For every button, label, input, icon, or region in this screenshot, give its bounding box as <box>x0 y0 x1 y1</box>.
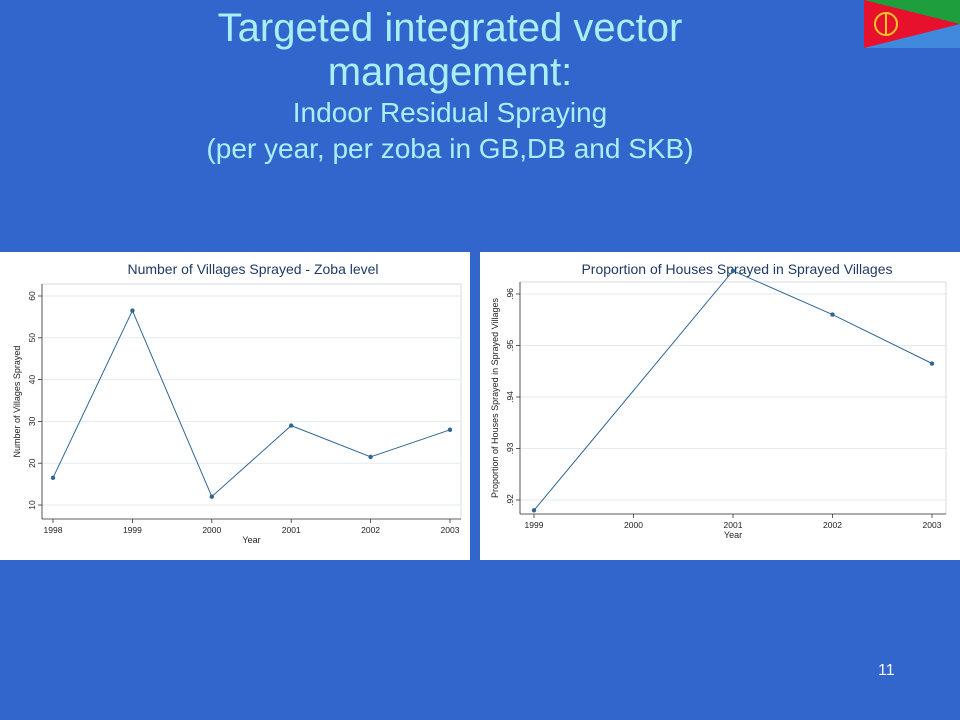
x-tick-label-2001: 2001 <box>724 520 743 530</box>
x-tick-label-2000: 2000 <box>202 525 221 535</box>
data-point-2001 <box>289 423 294 428</box>
y-tick-label-10: 10 <box>27 500 37 510</box>
data-point-2003 <box>929 361 935 366</box>
y-tick-label-.92: .92 <box>505 494 515 506</box>
slide-title-block: Targeted integrated vector management: I… <box>60 6 840 166</box>
slide-title-line-2: management: <box>327 50 573 94</box>
slide-subtitle-line-1: Indoor Residual Spraying <box>292 97 608 128</box>
data-point-2002 <box>368 454 373 460</box>
y-tick-label-.96: .96 <box>505 288 515 300</box>
x-tick-label-2003: 2003 <box>441 525 460 535</box>
data-point-2001 <box>730 268 736 274</box>
series-line-1 <box>533 270 933 511</box>
data-point-2002 <box>830 312 835 317</box>
data-point-2000 <box>209 494 214 499</box>
x-axis-title: Year <box>242 535 260 545</box>
houses-proportion-chart: Proportion of Houses Sprayed in Sprayed … <box>490 261 947 540</box>
y-tick-label-20: 20 <box>27 458 37 468</box>
chart-title: Proportion of Houses Sprayed in Sprayed … <box>581 261 892 277</box>
x-tick-label-1999: 1999 <box>123 525 142 535</box>
data-point-1998 <box>50 475 56 481</box>
y-tick-label-.95: .95 <box>505 339 515 351</box>
chart-panel-villages: Number of Villages Sprayed - Zoba level 1… <box>0 252 470 560</box>
data-point-1999 <box>531 508 537 513</box>
x-axis-title: Year <box>724 530 742 540</box>
x-tick-label-2002: 2002 <box>361 525 380 535</box>
x-tick-label-2001: 2001 <box>282 525 301 535</box>
plot-area <box>41 283 462 520</box>
y-tick-label-30: 30 <box>27 416 37 426</box>
x-tick-label-2003: 2003 <box>923 520 942 530</box>
chart-panel-houses: Proportion of Houses Sprayed in Sprayed … <box>480 252 960 560</box>
eritrea-flag-icon <box>864 0 960 48</box>
plot-area <box>519 281 947 515</box>
page-number: 11 <box>878 662 895 679</box>
x-tick-label-1999: 1999 <box>525 520 544 530</box>
data-point-1999 <box>130 308 135 313</box>
slide-title-line-1: Targeted integrated vector <box>217 6 683 50</box>
y-axis-title: Number of Villages Sprayed <box>12 346 22 458</box>
y-tick-label-60: 60 <box>27 291 37 301</box>
y-tick-label-50: 50 <box>27 333 37 343</box>
data-point-2003 <box>447 427 453 432</box>
x-tick-label-2000: 2000 <box>624 520 643 530</box>
y-tick-label-40: 40 <box>27 375 37 385</box>
x-tick-label-2002: 2002 <box>823 520 842 530</box>
villages-sprayed-chart: Number of Villages Sprayed - Zoba level 1… <box>12 261 462 545</box>
y-tick-label-.93: .93 <box>505 442 515 454</box>
y-tick-label-.94: .94 <box>505 391 515 403</box>
x-tick-label-1998: 1998 <box>44 525 63 535</box>
chart-title: Number of Villages Sprayed - Zoba level <box>127 261 378 277</box>
slide-subtitle-line-2: (per year, per zoba in GB,DB and SKB) <box>206 133 694 164</box>
flag-red-triangle <box>864 0 960 48</box>
y-axis-title: Proportion of Houses Sprayed in Sprayed … <box>490 298 500 498</box>
series-line-1 <box>52 309 451 498</box>
